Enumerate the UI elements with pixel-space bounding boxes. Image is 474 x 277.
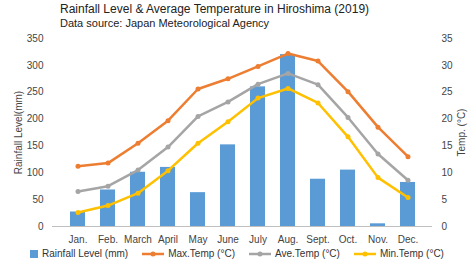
- html-text:Rainfall Level (mm): Rainfall Level (mm): [42, 248, 129, 259]
- svg-text:April: April: [158, 234, 178, 245]
- svg-text:300: 300: [27, 60, 44, 71]
- svg-text:25: 25: [442, 86, 454, 97]
- svg-text:Rainfall Level(mm): Rainfall Level(mm): [13, 91, 24, 174]
- html-text:Rainfall Level & Average Tempe: Rainfall Level & Average Temperature in …: [60, 2, 370, 16]
- html-text:Min.Temp (°C): Min.Temp (°C): [379, 248, 444, 259]
- svg-text:5: 5: [442, 194, 448, 205]
- html-text:Ave.Temp (°C): Ave.Temp (°C): [275, 248, 340, 259]
- svg-text:Aug.: Aug.: [278, 234, 299, 245]
- svg-text:350: 350: [27, 33, 44, 44]
- svg-text:Feb.: Feb.: [98, 234, 118, 245]
- svg-text:150: 150: [27, 140, 44, 151]
- svg-text:0: 0: [442, 221, 448, 232]
- svg-text:Dec.: Dec.: [398, 234, 419, 245]
- svg-text:15: 15: [442, 140, 454, 151]
- svg-text:July: July: [249, 234, 267, 245]
- svg-text:Jan.: Jan.: [69, 234, 88, 245]
- svg-text:Temp. (°C): Temp. (°C): [456, 109, 467, 157]
- svg-text:June: June: [217, 234, 239, 245]
- svg-text:50: 50: [32, 194, 44, 205]
- svg-text:30: 30: [442, 60, 454, 71]
- html-text:Max.Temp (°C): Max.Temp (°C): [168, 248, 235, 259]
- svg-text:20: 20: [442, 113, 454, 124]
- svg-text:May: May: [189, 234, 208, 245]
- svg-text:200: 200: [27, 113, 44, 124]
- svg-text:0: 0: [38, 221, 44, 232]
- svg-text:Nov.: Nov.: [368, 234, 388, 245]
- svg-text:March: March: [124, 234, 152, 245]
- svg-text:100: 100: [27, 167, 44, 178]
- svg-text:250: 250: [27, 86, 44, 97]
- html-text:Data source: Japan Meteorologi: Data source: Japan Meteorological Agency: [60, 17, 270, 29]
- svg-text:Sept.: Sept.: [306, 234, 329, 245]
- svg-text:Oct.: Oct.: [339, 234, 357, 245]
- svg-text:10: 10: [442, 167, 454, 178]
- svg-text:35: 35: [442, 33, 454, 44]
